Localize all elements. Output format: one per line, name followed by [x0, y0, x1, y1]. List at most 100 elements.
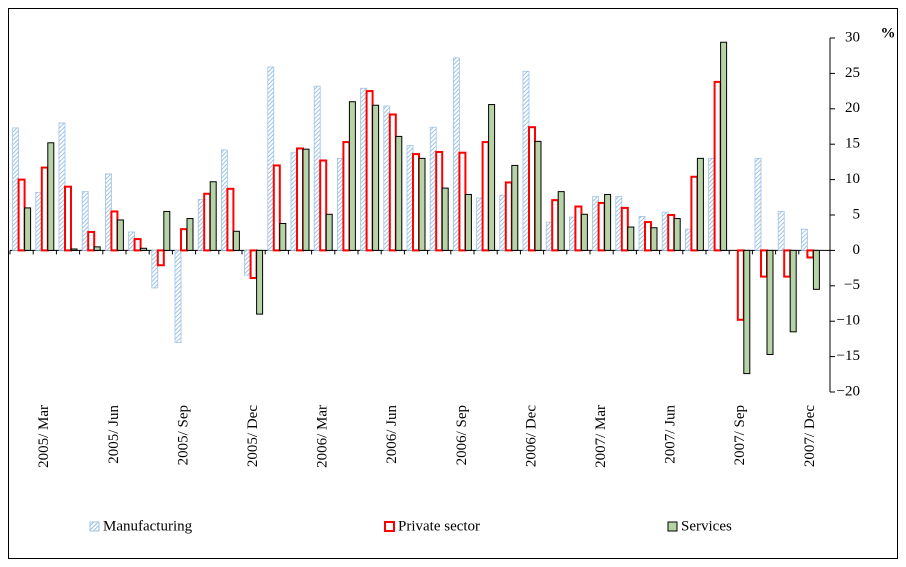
y-tick-label: −5 [844, 277, 860, 293]
bar [597, 201, 606, 252]
x-tick-label: 2006/ Jun [384, 405, 400, 464]
bar [604, 193, 612, 251]
bar [319, 159, 328, 252]
y-tick-label: 20 [845, 100, 860, 116]
bar [87, 230, 96, 252]
legend-label: Private sector [398, 518, 480, 534]
x-tick-label: 2005/ Jun [106, 405, 122, 464]
bar [372, 104, 380, 251]
bar [365, 90, 374, 252]
bar [812, 249, 820, 290]
bar [151, 249, 159, 289]
legend-label: Services [681, 518, 732, 534]
bar [644, 221, 652, 252]
frame [8, 8, 898, 559]
bar [720, 41, 728, 251]
y-tick-label: 5 [853, 206, 861, 222]
x-tick-label: 2005/ Mar [36, 405, 52, 468]
legend-label: Manufacturing [103, 518, 193, 534]
y-tick-label: 30 [845, 29, 860, 45]
bar [93, 246, 101, 251]
bar [140, 247, 148, 251]
bar [412, 153, 420, 252]
bar [279, 222, 287, 251]
bar [696, 157, 704, 251]
bar [754, 157, 762, 251]
legend-swatch [384, 521, 395, 532]
bar [551, 199, 560, 252]
bar [667, 214, 676, 252]
bar [267, 66, 275, 251]
bar [302, 148, 310, 251]
legend-swatch [667, 521, 678, 532]
bar [766, 249, 774, 355]
bar [650, 227, 658, 251]
bar [163, 210, 171, 251]
x-tick-label: 2005/ Dec [245, 405, 261, 467]
x-tick-label: 2006/ Sep [454, 405, 470, 465]
bar [458, 151, 467, 252]
bar [203, 192, 212, 252]
bar [342, 141, 351, 252]
bar [511, 164, 519, 251]
bar [736, 249, 745, 321]
bar [133, 238, 142, 252]
bar [783, 249, 792, 278]
bar [488, 104, 496, 251]
y-tick-label: 25 [845, 65, 860, 81]
bar [64, 185, 72, 252]
bar [435, 150, 444, 252]
bar [534, 140, 542, 251]
y-tick-label: 10 [845, 171, 860, 187]
bar [174, 249, 182, 343]
y-tick-label: −15 [837, 348, 860, 364]
x-tick-label: 2006/ Dec [523, 405, 539, 467]
bar [441, 187, 449, 251]
bar [789, 249, 797, 333]
bar [481, 141, 490, 252]
bar [256, 249, 264, 315]
bar [760, 249, 768, 278]
bar [620, 206, 629, 252]
bar [40, 166, 49, 252]
x-tick-label: 2007/ Dec [802, 405, 818, 467]
bar [180, 228, 188, 252]
bar [296, 147, 304, 252]
y-tick-label: −20 [837, 383, 860, 399]
bar [186, 218, 194, 251]
y-tick-label: 0 [853, 242, 861, 258]
bar [209, 181, 217, 251]
bar [528, 126, 536, 252]
bar [249, 249, 258, 280]
bar [116, 219, 124, 251]
bar [395, 135, 403, 251]
bar [418, 157, 426, 251]
x-tick-label: 2007/ Mar [593, 405, 609, 468]
bar [504, 181, 513, 252]
bar [574, 205, 583, 252]
bar [557, 191, 565, 251]
bar [627, 226, 635, 251]
bar [806, 249, 815, 259]
x-tick-label: 2005/ Sep [175, 405, 191, 465]
bar [325, 213, 333, 251]
bar [156, 249, 165, 267]
bar [673, 218, 681, 251]
legend-swatch [89, 521, 100, 532]
bar [272, 164, 281, 252]
y-tick-label: −10 [837, 313, 860, 329]
x-tick-label: 2006/ Mar [315, 405, 331, 468]
bar [17, 178, 26, 252]
bar [110, 210, 119, 252]
bar [226, 187, 235, 252]
bar [777, 211, 785, 251]
bar [580, 213, 588, 251]
bar [801, 228, 808, 251]
unit-label: % [881, 25, 896, 41]
bar [47, 142, 55, 251]
x-tick-label: 2007/ Jun [663, 405, 679, 464]
bar [464, 193, 472, 251]
bar [232, 230, 240, 251]
bar [713, 80, 722, 252]
